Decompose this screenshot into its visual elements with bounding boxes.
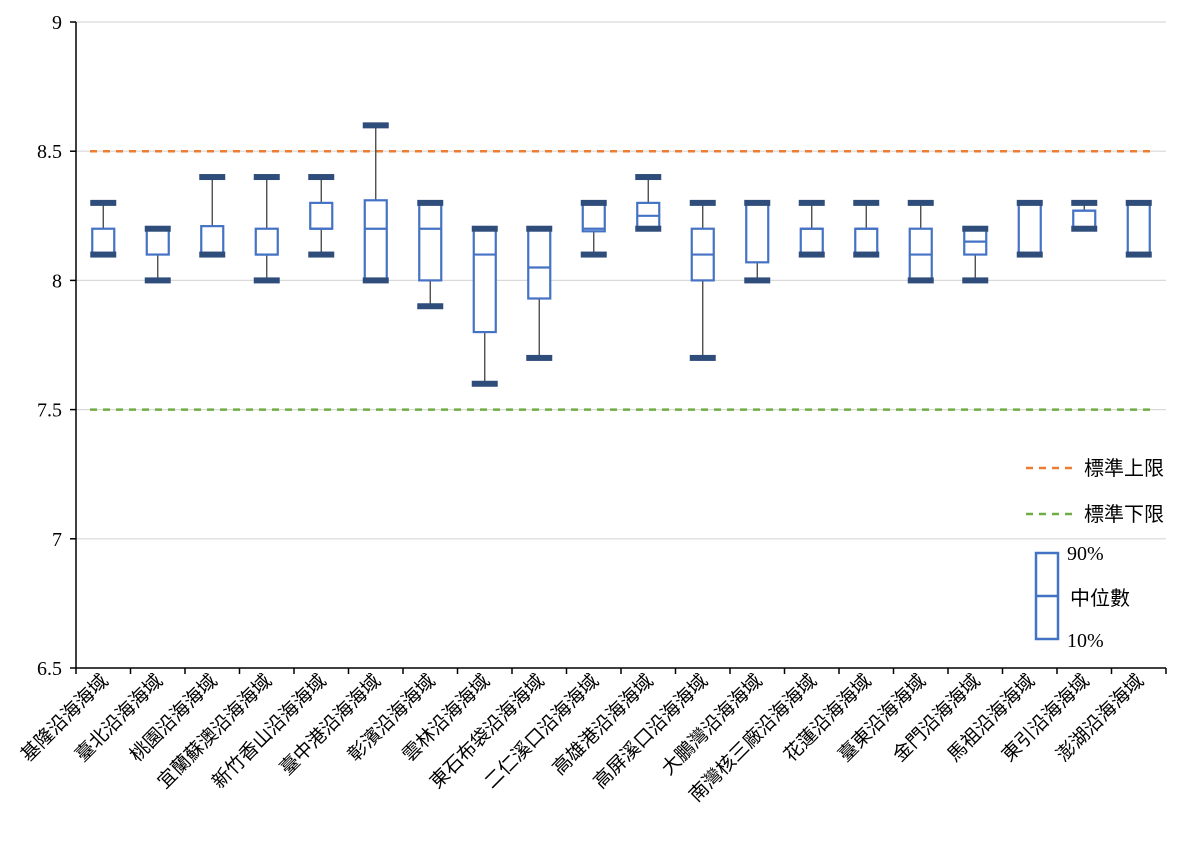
cap-min bbox=[144, 277, 171, 284]
cap-max bbox=[744, 199, 771, 206]
cap-min bbox=[744, 277, 771, 284]
cap-max bbox=[253, 174, 280, 181]
cap-max bbox=[1125, 199, 1152, 206]
legend-lower-limit-label: 標準下限 bbox=[1084, 502, 1164, 526]
cap-min bbox=[907, 277, 934, 284]
box-body bbox=[145, 227, 170, 256]
cap-min bbox=[1071, 225, 1098, 232]
cap-max bbox=[308, 174, 335, 181]
box-7 bbox=[417, 199, 444, 310]
box-body bbox=[472, 227, 497, 334]
box-14 bbox=[798, 199, 825, 258]
y-tick-label: 7.5 bbox=[37, 400, 62, 422]
cap-min bbox=[90, 251, 117, 258]
category-labels: 基隆沿海海域臺北沿海海域桃園沿海海域宜蘭蘇澳沿海海域新竹香山沿海海域臺中港沿海海… bbox=[17, 669, 1149, 806]
y-tick-label: 9 bbox=[52, 12, 62, 34]
box-body bbox=[581, 201, 606, 233]
box-body bbox=[91, 227, 116, 256]
cap-min bbox=[1016, 251, 1043, 258]
cap-min bbox=[853, 251, 880, 258]
cap-min bbox=[1125, 251, 1152, 258]
box-body bbox=[745, 201, 770, 264]
box-10 bbox=[580, 199, 607, 258]
box-3 bbox=[199, 174, 226, 258]
y-tick-label: 6.5 bbox=[37, 658, 62, 680]
box-4 bbox=[253, 174, 280, 284]
legend-upper-limit-label: 標準上限 bbox=[1084, 456, 1164, 480]
box-body bbox=[309, 201, 334, 230]
box-body bbox=[363, 199, 388, 282]
y-tick-label: 7 bbox=[52, 529, 62, 551]
cap-min bbox=[471, 380, 498, 387]
cap-max bbox=[635, 174, 662, 181]
box-5 bbox=[308, 174, 335, 258]
cap-min bbox=[580, 251, 607, 258]
cap-max bbox=[144, 225, 171, 232]
cap-max bbox=[1016, 199, 1043, 206]
axes bbox=[70, 21, 1167, 674]
cap-min bbox=[199, 251, 226, 258]
box-1 bbox=[90, 199, 117, 258]
cap-min bbox=[308, 251, 335, 258]
box-19 bbox=[1071, 199, 1098, 232]
gridlines bbox=[76, 21, 1166, 540]
cap-max bbox=[471, 225, 498, 232]
y-tick-label: 8 bbox=[52, 270, 62, 292]
cap-min bbox=[417, 303, 444, 310]
cap-max bbox=[689, 199, 716, 206]
box-16 bbox=[907, 199, 934, 284]
box-body bbox=[1126, 201, 1151, 256]
box-body bbox=[418, 201, 443, 282]
legend-90-label: 90% bbox=[1067, 543, 1104, 565]
box-12 bbox=[689, 199, 716, 361]
box-body bbox=[854, 227, 879, 256]
cap-max bbox=[798, 199, 825, 206]
box-13 bbox=[744, 199, 771, 284]
box-body bbox=[527, 227, 552, 300]
box-2 bbox=[144, 225, 171, 284]
cap-max bbox=[417, 199, 444, 206]
box-9 bbox=[526, 225, 553, 361]
cap-min bbox=[526, 354, 553, 361]
box-body bbox=[200, 225, 225, 256]
cap-max bbox=[199, 174, 226, 181]
cap-min bbox=[635, 225, 662, 232]
box-8 bbox=[471, 225, 498, 387]
cap-min bbox=[798, 251, 825, 258]
cap-max bbox=[90, 199, 117, 206]
box-body bbox=[799, 227, 824, 256]
cap-max bbox=[580, 199, 607, 206]
cap-min bbox=[962, 277, 989, 284]
box-17 bbox=[962, 225, 989, 284]
cap-max bbox=[907, 199, 934, 206]
cap-max bbox=[1071, 199, 1098, 206]
box-6 bbox=[362, 122, 389, 284]
y-tick-labels: 6.5 7 7.5 8 8.5 9 bbox=[37, 12, 62, 680]
box-15 bbox=[853, 199, 880, 258]
cap-min bbox=[253, 277, 280, 284]
legend: 標準上限 標準下限 90% 中位數 10% bbox=[1026, 456, 1164, 652]
cap-max bbox=[853, 199, 880, 206]
box-body bbox=[254, 227, 279, 256]
cap-max bbox=[362, 122, 389, 129]
cap-max bbox=[962, 225, 989, 232]
cap-min bbox=[689, 354, 716, 361]
box-series bbox=[90, 122, 1152, 387]
box-11 bbox=[635, 174, 662, 232]
box-body bbox=[1017, 201, 1042, 256]
legend-median-label: 中位數 bbox=[1070, 586, 1130, 610]
cap-max bbox=[526, 225, 553, 232]
box-20 bbox=[1125, 199, 1152, 258]
reference-lines bbox=[90, 149, 1156, 411]
cap-min bbox=[362, 277, 389, 284]
box-18 bbox=[1016, 199, 1043, 258]
y-tick-label: 8.5 bbox=[37, 141, 62, 163]
legend-10-label: 10% bbox=[1067, 630, 1104, 652]
